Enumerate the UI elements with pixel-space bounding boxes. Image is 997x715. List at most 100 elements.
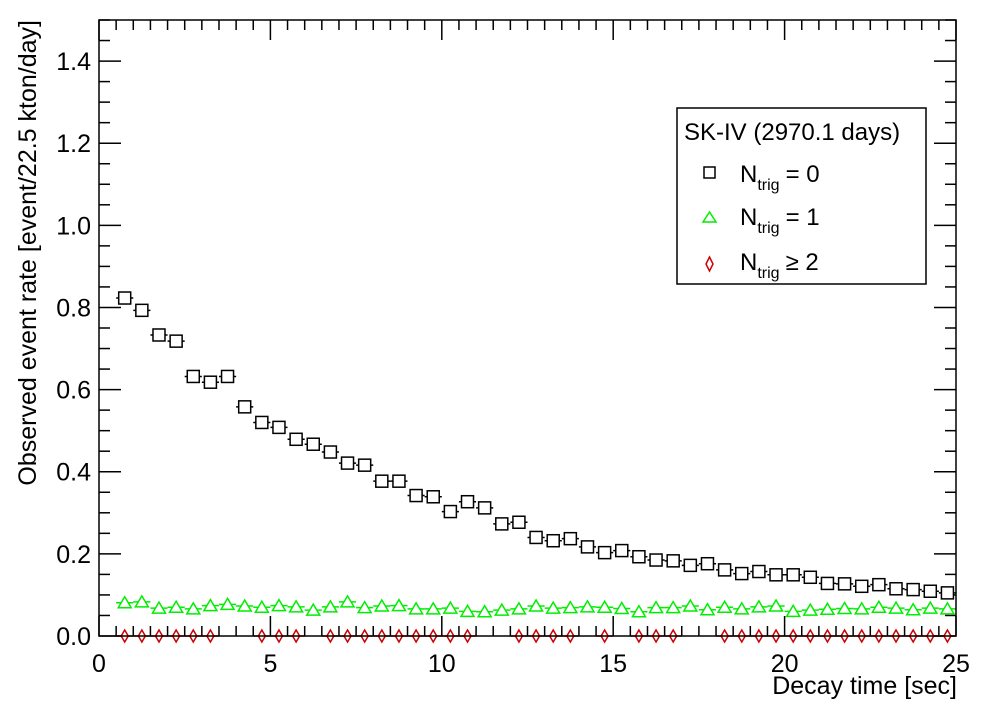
data-point-square	[512, 515, 526, 529]
data-point-triangle	[391, 598, 407, 612]
data-point-triangle	[579, 599, 596, 613]
x-axis-label: Decay time [sec]	[772, 672, 957, 700]
data-point-square	[597, 545, 612, 560]
y-axis-label: Observed event rate [event/22.5 kton/day…	[14, 20, 42, 486]
data-point-triangle	[716, 599, 733, 614]
data-point-square	[752, 564, 766, 579]
data-point-square	[340, 456, 355, 470]
legend-entry-1: Ntrig = 1	[740, 204, 820, 237]
data-point-triangle	[905, 602, 921, 616]
data-point-square	[392, 474, 406, 488]
data-point-square	[117, 291, 132, 305]
legend-marker-square	[703, 166, 716, 179]
data-point-triangle	[871, 599, 887, 614]
legend-entry-1-base: N	[740, 204, 757, 231]
data-point-triangle	[562, 600, 579, 614]
y-tick-label: 0.8	[56, 294, 91, 322]
data-point-triangle	[356, 600, 373, 614]
data-point-triangle	[425, 601, 442, 615]
x-tick-label: 20	[771, 650, 799, 678]
legend-entry-2: Ntrig ≥ 2	[740, 249, 819, 282]
data-point-triangle	[528, 598, 544, 612]
y-tick-label: 0.6	[56, 377, 91, 405]
data-point-square	[649, 553, 663, 567]
data-point-triangle	[802, 602, 819, 616]
data-point-square	[632, 549, 646, 564]
data-point-triangle	[202, 598, 219, 612]
data-point-square	[666, 554, 680, 568]
data-point-square	[495, 517, 509, 531]
data-point-square	[786, 568, 800, 582]
data-point-triangle	[596, 599, 613, 614]
data-point-triangle	[185, 601, 202, 615]
data-point-triangle	[476, 604, 493, 618]
data-point-triangle	[785, 603, 801, 618]
data-point-square	[237, 400, 252, 414]
data-point-square	[357, 458, 372, 472]
x-tick-label: 10	[428, 650, 456, 678]
data-point-square	[563, 531, 578, 546]
y-tick-label: 1.0	[56, 212, 91, 240]
data-point-triangle	[648, 600, 664, 614]
data-point-square	[580, 540, 595, 554]
series-1	[116, 594, 956, 618]
data-point-square	[409, 488, 423, 503]
data-point-square	[255, 415, 269, 430]
data-point-triangle	[613, 601, 630, 615]
data-point-triangle	[288, 599, 304, 613]
data-point-triangle	[819, 601, 836, 616]
data-point-square	[375, 474, 389, 488]
data-point-triangle	[219, 596, 236, 611]
legend-title: SK-IV (2970.1 days)	[684, 119, 900, 146]
axes-layer: 0 5 10 15 20 25 0.0 0.2 0.4 0.6 0.8 1.0 1.2 1.4	[56, 19, 970, 678]
data-point-square	[529, 530, 543, 545]
data-point-triangle	[373, 598, 390, 612]
data-point-square	[940, 586, 955, 600]
data-point-square	[906, 582, 920, 597]
data-point-square	[460, 494, 475, 509]
data-point-square	[289, 432, 303, 447]
data-point-square	[735, 566, 749, 581]
data-point-triangle	[665, 600, 682, 614]
data-point-triangle	[493, 602, 510, 616]
data-point-square	[426, 490, 440, 504]
data-point-triangle	[682, 598, 699, 612]
data-point-triangle	[699, 602, 716, 616]
data-point-square	[683, 558, 698, 573]
data-point-triangle	[151, 600, 167, 614]
data-point-square	[135, 303, 149, 318]
data-point-triangle	[134, 594, 150, 608]
series-0	[116, 291, 956, 600]
legend-entry-2-base: N	[740, 249, 757, 276]
x-tick-label: 15	[599, 650, 627, 678]
data-point-triangle	[459, 603, 476, 618]
data-point-square	[443, 504, 458, 519]
data-point-square	[546, 533, 560, 548]
data-point-square	[854, 579, 869, 594]
data-point-triangle	[322, 599, 339, 613]
data-point-triangle	[236, 598, 253, 612]
legend-entry-1-rel: = 1	[786, 204, 820, 231]
legend-marker-diamond	[705, 255, 714, 273]
data-point-square	[820, 576, 835, 591]
legend-entry-2-sub: trig	[757, 265, 779, 282]
legend-entry-0-base: N	[740, 161, 757, 188]
legend-entry-1-sub: trig	[757, 220, 779, 237]
legend-entry-0: Ntrig = 0	[740, 161, 820, 194]
marks-layer	[116, 291, 956, 644]
data-point-square	[306, 437, 320, 451]
plot-frame	[98, 19, 957, 637]
data-point-triangle	[733, 601, 750, 615]
data-point-square	[717, 563, 732, 577]
data-point-square	[923, 584, 938, 598]
data-point-square	[837, 577, 852, 591]
data-point-triangle	[853, 601, 870, 615]
data-point-square	[700, 556, 715, 571]
data-point-square	[272, 420, 286, 435]
data-point-square	[803, 570, 818, 585]
data-point-triangle	[116, 595, 133, 609]
data-point-triangle	[751, 599, 767, 613]
y-tick-label: 0.0	[56, 623, 91, 651]
